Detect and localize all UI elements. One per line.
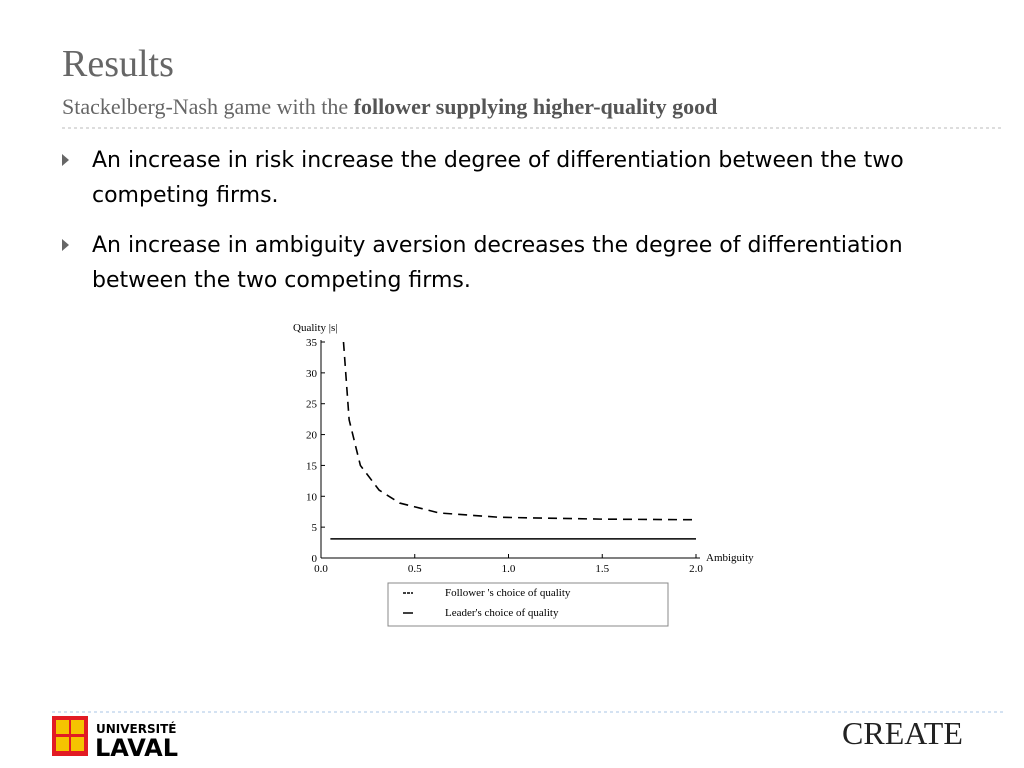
x-tick-label: 1.0 — [502, 563, 516, 575]
bullet: An increase in ambiguity aversion decrea… — [92, 233, 903, 293]
y-tick-label: 25 — [306, 399, 318, 411]
bullet-arrow — [62, 154, 69, 166]
x-tick-label: 2.0 — [689, 563, 703, 575]
y-tick-label: 10 — [306, 491, 318, 503]
legend-label: Leader's choice of quality — [445, 607, 559, 619]
subtitle-text: Stackelberg-Nash game with the — [62, 94, 349, 119]
y-axis-label: Quality |s| — [293, 322, 337, 334]
y-tick-label: 5 — [312, 522, 318, 534]
bullet-arrow — [62, 239, 69, 251]
x-tick-label: 1.5 — [595, 563, 609, 575]
y-tick-label: 30 — [306, 368, 318, 380]
y-tick-label: 15 — [306, 460, 318, 472]
y-tick-label: 35 — [306, 337, 318, 349]
slide-title: Results — [62, 43, 174, 85]
x-tick-label: 0.5 — [408, 563, 422, 575]
slide-subtitle: Stackelberg-Nash game with the follower … — [62, 94, 717, 120]
legend-box — [387, 582, 669, 627]
y-tick-label: 20 — [306, 430, 318, 442]
subtitle-emphasis: follower supplying higher-quality good — [353, 94, 718, 119]
bullet: An increase in risk increase the degree … — [92, 148, 904, 208]
x-tick-label: 0.0 — [314, 563, 328, 575]
legend-label: Follower 's choice of quality — [445, 587, 571, 599]
y-tick-label: 0 — [312, 553, 318, 565]
x-axis-label: Ambiguity — [706, 552, 754, 564]
logo-text: CREATE — [842, 715, 963, 751]
series-line — [342, 341, 697, 521]
logo-text: LAVAL — [95, 734, 178, 762]
university-crest — [52, 716, 88, 756]
logo-text: UNIVERSITÉ — [96, 721, 176, 736]
